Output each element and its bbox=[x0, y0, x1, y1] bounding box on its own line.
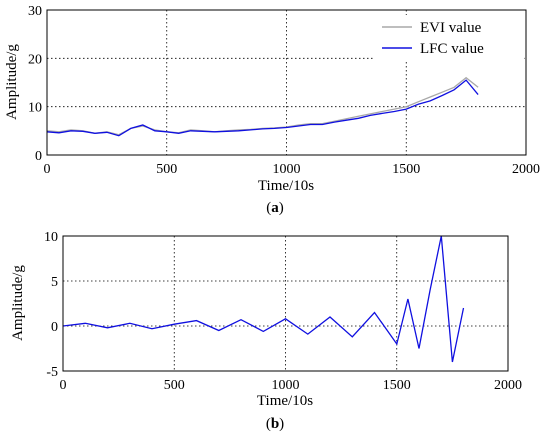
panel-a-frame bbox=[46, 9, 527, 156]
panel-b-grid bbox=[63, 236, 508, 371]
x-tick-label: 500 bbox=[156, 162, 177, 177]
panel-a-plot-area bbox=[46, 76, 479, 137]
x-tick-label: 0 bbox=[60, 378, 67, 393]
panel-b-frame bbox=[62, 235, 509, 372]
y-tick-label: 0 bbox=[35, 149, 42, 164]
legend-evi-label: EVI value bbox=[420, 20, 482, 36]
x-tick-label: 1500 bbox=[383, 378, 411, 393]
x-tick-label: 2000 bbox=[494, 378, 522, 393]
y-tick-label: 5 bbox=[51, 275, 58, 290]
y-tick-label: 10 bbox=[28, 101, 42, 116]
panel-b-x-axis-label: Time/10s bbox=[257, 393, 313, 409]
x-tick-label: 1500 bbox=[392, 162, 420, 177]
x-tick-label: 1000 bbox=[272, 378, 300, 393]
legend-lfc-label: LFC value bbox=[420, 41, 484, 57]
x-tick-label: 500 bbox=[164, 378, 185, 393]
panel-a-legend: EVI value LFC value bbox=[374, 15, 524, 61]
y-tick-label: 0 bbox=[51, 320, 58, 335]
panel-b-plot-area bbox=[62, 235, 465, 363]
panel-b-x-ticks: 0 500 1000 1500 2000 bbox=[60, 378, 523, 393]
x-tick-label: 1000 bbox=[273, 162, 301, 177]
y-tick-label: -5 bbox=[46, 365, 58, 380]
series-line-b-0 bbox=[62, 235, 465, 363]
panel-b-caption: (b) bbox=[266, 416, 284, 432]
x-tick-label: 2000 bbox=[512, 162, 540, 177]
panel-b-y-ticks: -5 0 5 10 bbox=[44, 230, 58, 380]
panel-a-caption-letter: a bbox=[271, 200, 279, 216]
panel-a-x-ticks: 0 500 1000 1500 2000 bbox=[44, 162, 541, 177]
panel-a-caption: (a) bbox=[266, 200, 284, 216]
x-tick-label: 0 bbox=[44, 162, 51, 177]
panel-a-x-axis-label: Time/10s bbox=[258, 178, 314, 194]
panel-a-y-ticks: 0 10 20 30 bbox=[28, 4, 42, 164]
series-line-lfc-value bbox=[46, 79, 479, 137]
panel-a: 0 500 1000 1500 2000 0 10 20 30 Time/10s Amplit… bbox=[4, 4, 540, 216]
panel-b-caption-letter: b bbox=[271, 416, 279, 432]
y-tick-label: 10 bbox=[44, 230, 58, 245]
y-tick-label: 30 bbox=[28, 4, 42, 19]
panel-b-y-axis-label: Amplitude/g bbox=[10, 265, 26, 341]
y-tick-label: 20 bbox=[28, 52, 42, 67]
panel-a-y-axis-label: Amplitude/g bbox=[4, 44, 20, 120]
legend-box bbox=[374, 15, 524, 61]
